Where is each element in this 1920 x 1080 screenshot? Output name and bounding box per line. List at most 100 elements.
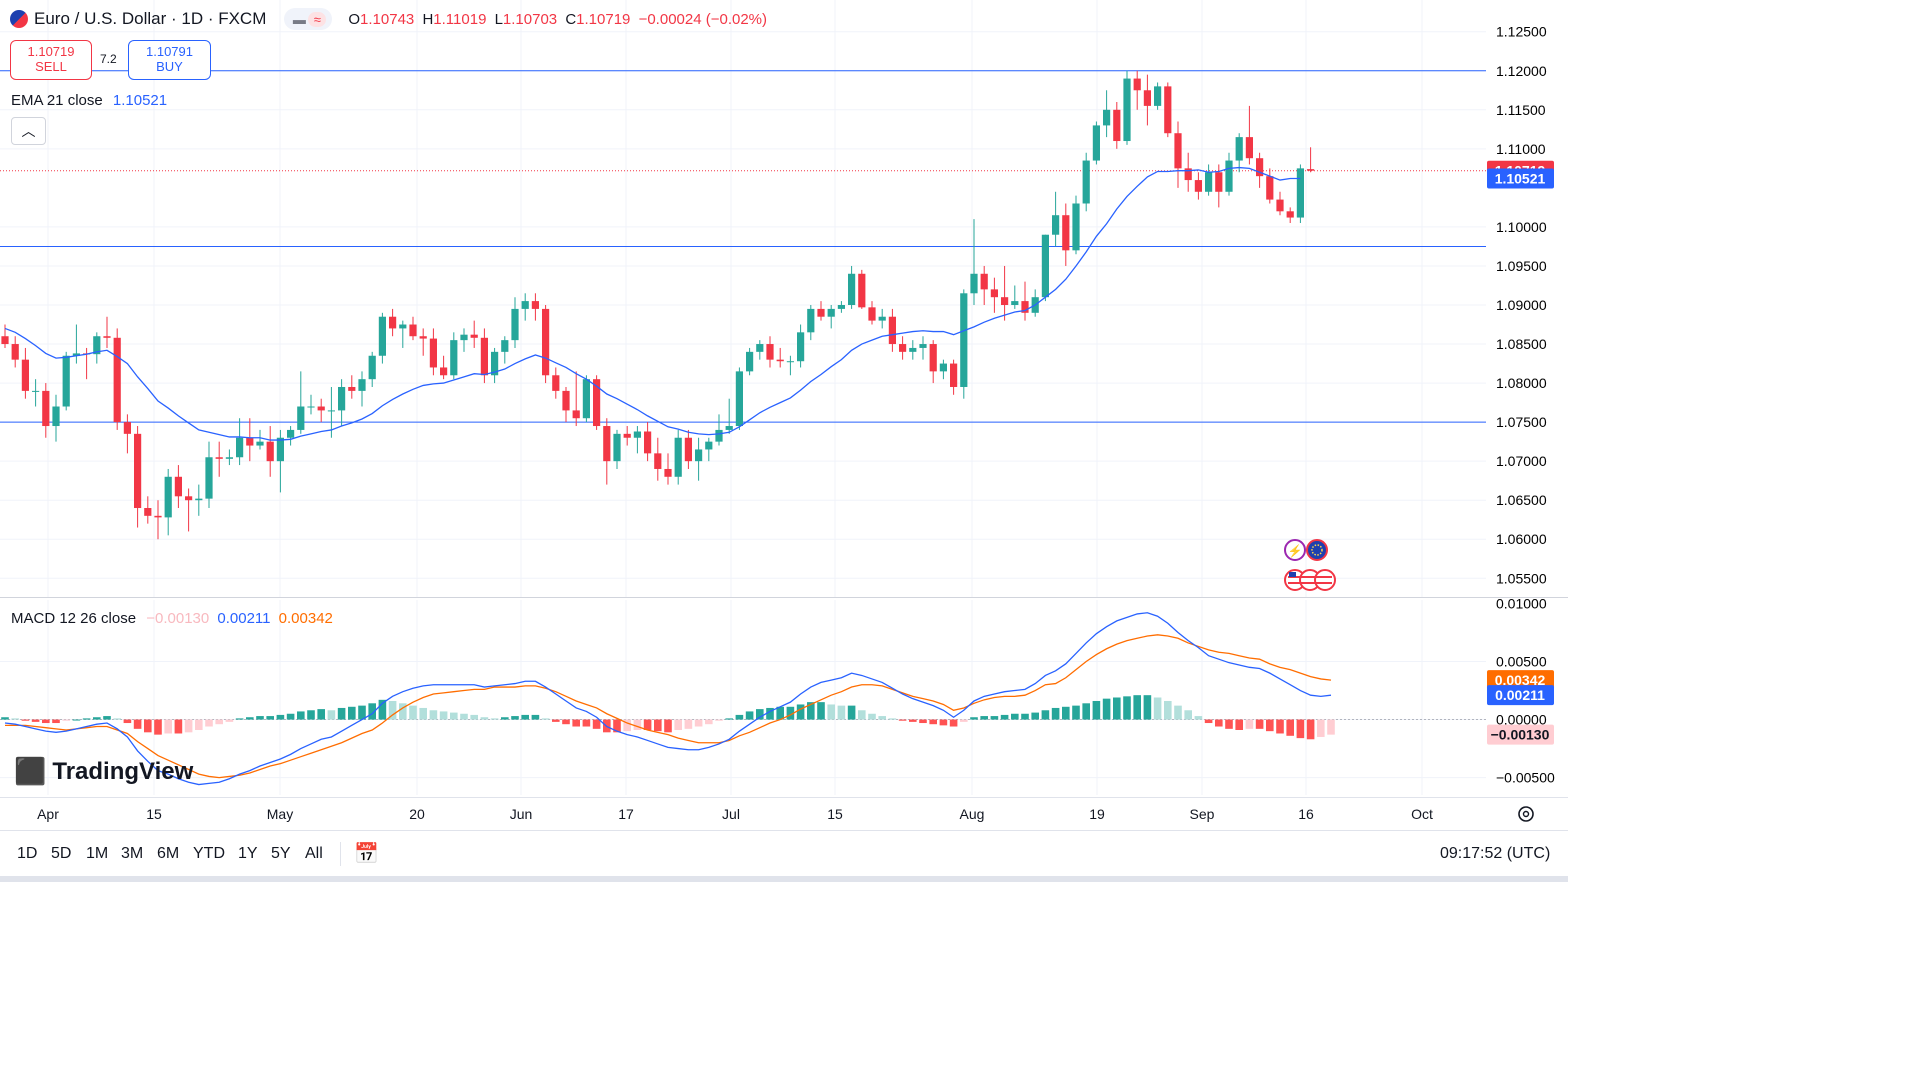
candle-body bbox=[1307, 169, 1315, 171]
candle-body bbox=[552, 375, 560, 391]
candle-body bbox=[113, 337, 121, 423]
macd-histogram-bar bbox=[684, 719, 693, 729]
macd-histogram-bar bbox=[745, 711, 754, 720]
candle-body bbox=[766, 344, 774, 360]
macd-histogram-bar bbox=[31, 719, 40, 722]
time-axis[interactable]: Apr 15 May 20 Jun 17 Jul 15 Aug 19 Sep 16 Oct bbox=[37, 806, 1433, 822]
clock-display[interactable]: 09:17:52 (UTC) bbox=[1440, 845, 1551, 862]
collapse-legend-button[interactable]: ︿ bbox=[11, 117, 46, 145]
sell-label: SELL bbox=[35, 59, 67, 74]
candle-body bbox=[521, 301, 529, 309]
eu-flag-icon[interactable] bbox=[1306, 539, 1328, 561]
candle-body bbox=[950, 363, 958, 387]
candle-body bbox=[878, 316, 886, 321]
range-1d-button[interactable]: 1D bbox=[17, 845, 38, 862]
visibility-toggle[interactable]: ▬ ≈ bbox=[284, 8, 333, 30]
candle-body bbox=[1021, 301, 1029, 313]
macd-line-tag-bg bbox=[1487, 685, 1554, 706]
tradingview-logo[interactable]: ⬛ TradingView bbox=[14, 756, 193, 787]
symbol-title[interactable]: Euro / U.S. Dollar · 1D · FXCM bbox=[34, 9, 267, 28]
macd-histogram-bar bbox=[235, 718, 244, 720]
calendar-icon[interactable]: 📅 bbox=[354, 843, 379, 865]
time-tick-label: Apr bbox=[37, 806, 59, 822]
macd-histogram-bar bbox=[521, 714, 529, 720]
price-tick-label: 1.08500 bbox=[1496, 336, 1547, 352]
time-tick-label: 15 bbox=[146, 806, 162, 822]
candle-body bbox=[215, 457, 223, 459]
macd-histogram-bar bbox=[358, 705, 366, 720]
range-1y-button[interactable]: 1Y bbox=[238, 845, 258, 862]
event-icons[interactable]: ⚡ bbox=[1284, 539, 1336, 591]
range-all-button[interactable]: All bbox=[305, 845, 323, 862]
sell-button[interactable]: 1.10719 SELL bbox=[10, 40, 92, 80]
price-tick-label: 1.10000 bbox=[1496, 219, 1547, 235]
tv-logo-icon: ⬛ bbox=[14, 756, 46, 786]
range-6m-button[interactable]: 6M bbox=[157, 845, 180, 862]
bottom-toolbar: 1D 5D 1M 3M 6M YTD 1Y 5Y All 📅 09:17:52 … bbox=[0, 838, 1568, 870]
wave-icon[interactable]: ≈ bbox=[308, 11, 327, 27]
candle-body bbox=[317, 406, 325, 411]
macd-histogram-bar bbox=[1296, 719, 1305, 739]
candle-body bbox=[1174, 133, 1182, 169]
macd-histogram-bar bbox=[552, 719, 560, 722]
ema-legend[interactable]: EMA 21 close 1.10521 bbox=[11, 92, 167, 109]
bottom-strip bbox=[0, 876, 1568, 882]
macd-histogram-bar bbox=[1123, 696, 1131, 720]
candle-body bbox=[1001, 297, 1009, 305]
symbol-legend[interactable]: Euro / U.S. Dollar · 1D · FXCM ▬ ≈ O1.10… bbox=[10, 8, 767, 30]
ohlc-values: O1.10743 H1.11019 L1.10703 C1.10719 −0.0… bbox=[348, 11, 767, 28]
time-tick-label: Oct bbox=[1411, 806, 1433, 822]
high-value: 1.11019 bbox=[433, 10, 487, 28]
buy-button[interactable]: 1.10791 BUY bbox=[128, 40, 211, 80]
macd-histogram-bar bbox=[42, 719, 50, 724]
macd-histogram-bar bbox=[643, 719, 652, 730]
macd-histogram-bar bbox=[62, 719, 70, 721]
candle-body bbox=[807, 308, 815, 333]
macd-line bbox=[4, 612, 1332, 786]
candle-body bbox=[756, 344, 764, 352]
macd-line-tag: 0.00211 bbox=[1495, 687, 1545, 703]
macd-histogram-bar bbox=[1255, 719, 1264, 729]
candle-body bbox=[134, 433, 142, 509]
change-value: −0.00024 (−0.02%) bbox=[638, 10, 768, 28]
price-axis[interactable]: 1.12500 1.12000 1.11500 1.11000 1.10000 1.095… bbox=[1487, 24, 1554, 587]
macd-histogram-bar bbox=[1143, 695, 1152, 720]
macd-histogram-bar bbox=[715, 719, 723, 721]
candle-body bbox=[542, 308, 550, 376]
candle-body bbox=[1184, 168, 1192, 181]
minus-icon[interactable]: ▬ bbox=[292, 11, 306, 27]
chart-canvas[interactable]: 1.12500 1.12000 1.11500 1.11000 1.10000 1.095… bbox=[0, 0, 1568, 882]
price-tick-label: 1.07500 bbox=[1496, 414, 1547, 430]
macd-legend[interactable]: MACD 12 26 close −0.00130 0.00211 0.0034… bbox=[11, 610, 333, 627]
range-ytd-button[interactable]: YTD bbox=[193, 845, 225, 862]
buy-label: BUY bbox=[156, 59, 183, 74]
lightning-event-icon[interactable] bbox=[1284, 539, 1306, 561]
candle-body bbox=[1072, 203, 1080, 251]
macd-histogram-bar bbox=[582, 719, 591, 727]
macd-signal-value: 0.00342 bbox=[278, 610, 333, 627]
price-tick-label: 1.12500 bbox=[1496, 24, 1547, 40]
close-value: 1.10719 bbox=[576, 10, 631, 28]
candle-body bbox=[735, 371, 743, 427]
range-3m-button[interactable]: 3M bbox=[121, 845, 144, 862]
candle-body bbox=[52, 406, 60, 427]
macd-histogram-bar bbox=[501, 717, 509, 720]
us-flag-icon[interactable] bbox=[1314, 569, 1336, 591]
range-5y-button[interactable]: 5Y bbox=[271, 845, 291, 862]
macd-histogram-bar bbox=[613, 719, 621, 733]
horizontal-lines[interactable] bbox=[0, 70, 1486, 423]
macd-axis[interactable]: 0.01000 0.00500 0.00000 −0.00500 0.003420.00… bbox=[1487, 595, 1555, 786]
macd-histogram-bar bbox=[1286, 719, 1294, 736]
macd-histogram-bar bbox=[796, 704, 805, 720]
candle-body bbox=[368, 355, 376, 380]
macd-histogram-bar bbox=[511, 716, 519, 720]
gear-icon[interactable] bbox=[1518, 806, 1534, 822]
candle-body bbox=[593, 379, 601, 427]
candle-body bbox=[287, 429, 295, 438]
candle-body bbox=[837, 305, 845, 309]
range-1m-button[interactable]: 1M bbox=[86, 845, 109, 862]
us-flag-stripes bbox=[1288, 576, 1332, 578]
candle-body bbox=[470, 334, 478, 338]
low-label: L bbox=[494, 10, 503, 28]
range-5d-button[interactable]: 5D bbox=[51, 845, 72, 862]
